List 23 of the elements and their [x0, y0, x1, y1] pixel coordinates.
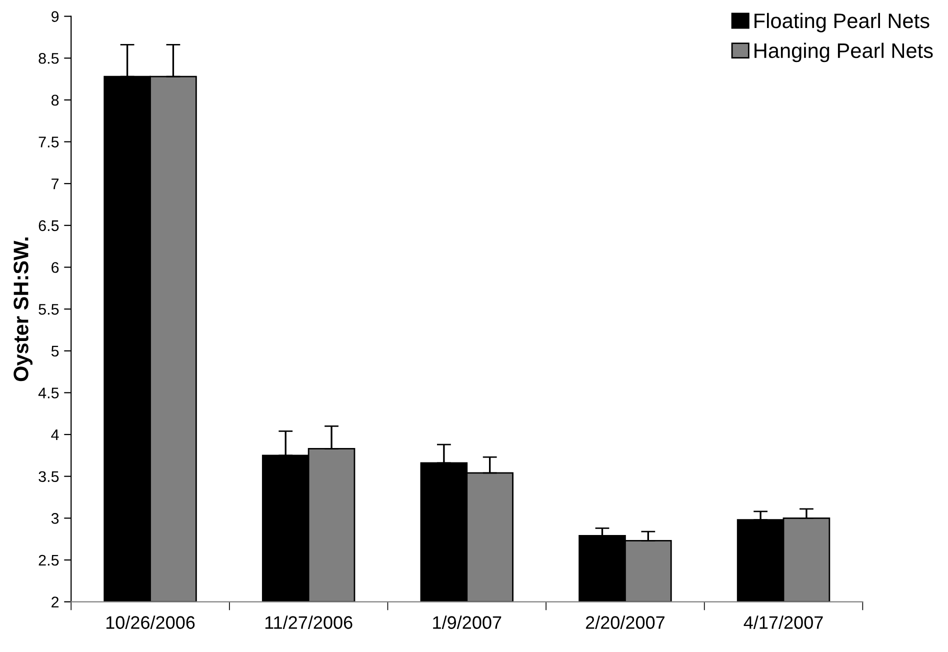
- y-axis-title: Oyster SH:SW.: [14, 238, 33, 382]
- y-tick-label: 4: [51, 430, 59, 440]
- y-tick-label: 5.5: [38, 304, 59, 315]
- x-tick-label: 10/26/2006: [106, 616, 195, 629]
- y-tick-label: 3: [51, 513, 59, 524]
- y-tick-label: 8.5: [38, 52, 59, 64]
- x-tick-label: 1/9/2007: [433, 616, 502, 629]
- y-tick-label: 9: [52, 11, 59, 22]
- y-tick-label: 2: [52, 596, 59, 608]
- y-tick-label: 8: [51, 94, 59, 106]
- y-tick-label: 3.5: [38, 471, 59, 482]
- y-tick-label: 2.5: [38, 554, 59, 566]
- y-tick-label: 5: [51, 346, 59, 357]
- y-tick-label: 7: [52, 178, 59, 190]
- y-tick-label: 7.5: [38, 136, 59, 148]
- y-tick-label: 6.5: [38, 220, 59, 232]
- x-tick-label: 4/17/2007: [744, 616, 823, 629]
- x-tick-label: 2/20/2007: [586, 616, 664, 629]
- legend-label: Floating Pearl Nets: [754, 12, 930, 32]
- y-tick-label: 4.5: [38, 388, 59, 398]
- legend-label: Hanging Pearl Nets: [754, 42, 933, 62]
- y-tick-label: 6: [52, 262, 59, 273]
- x-tick-label: 11/27/2006: [265, 616, 352, 629]
